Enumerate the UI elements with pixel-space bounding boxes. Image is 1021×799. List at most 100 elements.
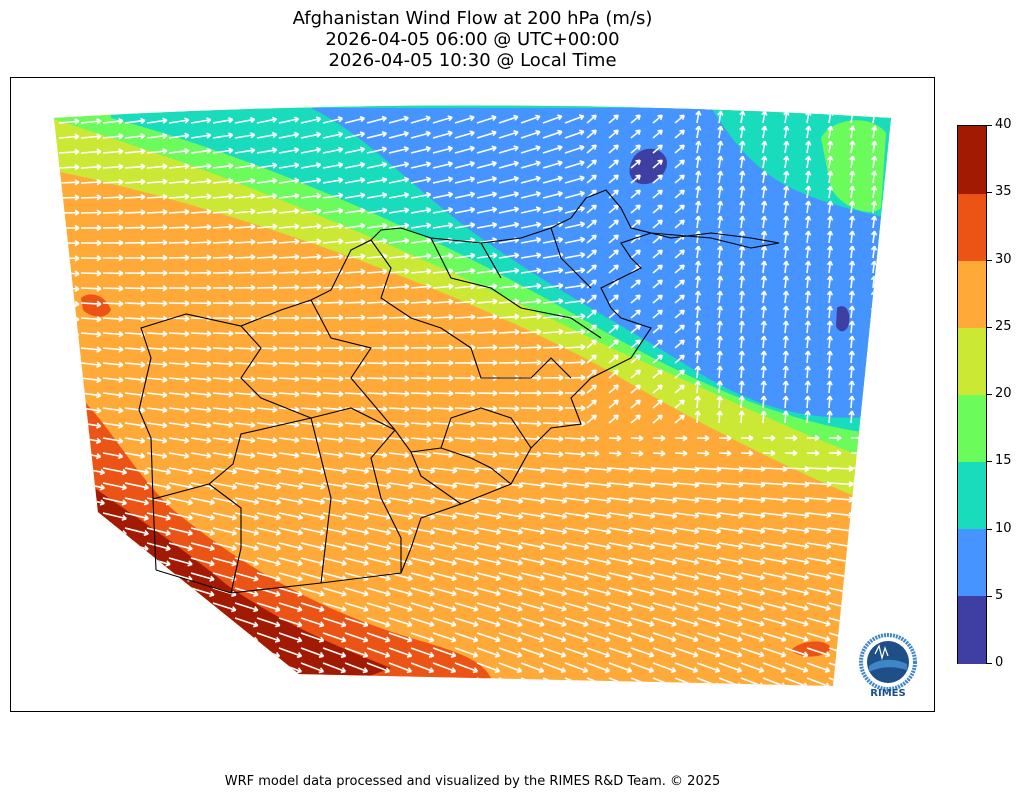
wind-arrow (124, 178, 146, 185)
wind-arrow (872, 542, 891, 550)
wind-arrow (410, 405, 432, 413)
wind-arrow (388, 253, 410, 260)
wind-arrow (190, 662, 215, 674)
wind-arrow (168, 527, 193, 536)
wind-arrow (344, 436, 366, 443)
wind-arrow (630, 369, 641, 379)
wind-arrow (760, 305, 768, 319)
wind-arrow (322, 542, 347, 551)
wind-arrow (586, 587, 611, 597)
wind-arrow (124, 254, 146, 262)
wind-arrow (476, 114, 497, 124)
wind-arrow (190, 117, 212, 124)
wind-arrow (300, 284, 322, 291)
wind-arrow (738, 275, 746, 289)
colorbar-tick-label: 35 (995, 184, 1012, 200)
wind-arrow (760, 260, 768, 274)
wind-arrow (322, 602, 347, 613)
wind-arrow (740, 572, 766, 581)
wind-arrow (542, 602, 567, 612)
wind-arrow (804, 275, 812, 289)
wind-arrow (608, 662, 633, 674)
wind-arrow (256, 572, 281, 582)
wind-arrow (564, 389, 586, 397)
wind-arrow (278, 557, 303, 567)
wind-arrow (760, 380, 767, 394)
wind-arrow (630, 662, 655, 673)
wind-arrow (895, 481, 919, 486)
wind-arrow (278, 375, 300, 383)
wind-arrow (608, 354, 619, 364)
wind-arrow (762, 662, 787, 673)
wind-arrow (848, 350, 855, 364)
wind-arrow (234, 542, 259, 552)
wind-arrow (893, 291, 898, 303)
wind-arrow (168, 467, 194, 475)
wind-arrow (432, 677, 456, 686)
wind-arrow (300, 177, 322, 184)
wind-arrow (366, 542, 391, 551)
wind-arrow (782, 290, 790, 304)
wind-arrow (168, 406, 190, 414)
wind-arrow (234, 482, 260, 490)
wind-arrow (256, 467, 282, 475)
wind-arrow (300, 207, 322, 215)
wind-arrow (674, 497, 700, 504)
wind-arrow (102, 662, 126, 674)
wind-arrow (564, 282, 586, 289)
wind-arrow (739, 125, 746, 139)
wind-arrow (146, 572, 171, 582)
wind-arrow (124, 587, 149, 598)
wind-arrow (146, 497, 172, 506)
wind-arrow (58, 632, 83, 643)
wind-arrow (256, 147, 278, 154)
wind-arrow (630, 204, 641, 214)
wind-arrow (564, 602, 589, 612)
wind-arrow (366, 131, 388, 139)
wind-arrow (146, 587, 171, 598)
wind-arrow (102, 391, 124, 399)
wind-arrow (608, 249, 619, 259)
wind-arrow (212, 557, 237, 567)
wind-arrow (542, 497, 568, 504)
wind-arrow (520, 236, 542, 244)
wind-arrow (410, 436, 432, 443)
wind-arrow (586, 129, 597, 139)
wind-arrow (895, 512, 919, 517)
wind-arrow (278, 572, 303, 582)
wind-arrow (80, 209, 102, 216)
wind-arrow (850, 602, 875, 612)
wind-arrow (476, 587, 501, 597)
wind-arrow (520, 389, 542, 397)
band-5-10 (311, 108, 891, 418)
wind-arrow (694, 380, 701, 394)
title-line-1: Afghanistan Wind Flow at 200 hPa (m/s) (292, 8, 653, 29)
wind-arrow (894, 246, 899, 258)
wind-arrow (848, 290, 856, 304)
wind-arrow (871, 200, 878, 214)
wind-arrow (278, 131, 300, 139)
wind-arrow (366, 647, 391, 658)
wind-arrow (58, 376, 80, 384)
wind-arrow (828, 449, 842, 457)
wind-arrow (542, 297, 564, 305)
wind-arrow (388, 467, 414, 474)
wind-arrow (102, 376, 124, 384)
wind-arrow (58, 118, 80, 125)
wind-arrow (410, 298, 432, 306)
wind-arrow (278, 527, 303, 536)
wind-arrow (190, 497, 216, 506)
wind-arrow (454, 662, 479, 674)
wind-arrow (58, 677, 82, 686)
wind-arrow (102, 194, 124, 201)
wind-arrow (564, 297, 586, 305)
wind-arrow (564, 359, 586, 366)
wind-arrow (761, 200, 768, 214)
wind-arrow (804, 365, 811, 379)
wind-arrow (256, 557, 281, 567)
wind-arrow (344, 115, 365, 124)
wind-arrow (190, 677, 214, 686)
wind-arrow (871, 140, 878, 154)
wind-arrow (520, 602, 545, 612)
wind-arrow (168, 163, 190, 170)
